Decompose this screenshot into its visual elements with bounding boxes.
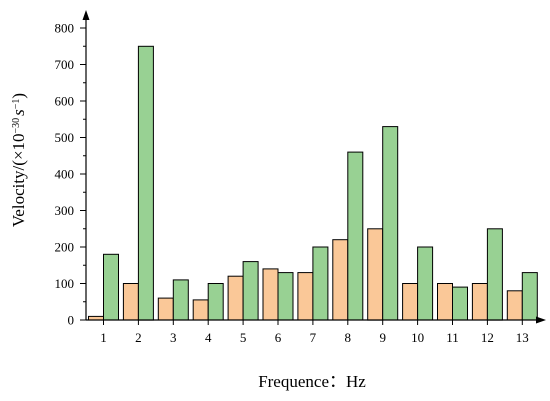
y-tick-label-500: 500 bbox=[55, 130, 75, 145]
bar-series1-8 bbox=[332, 239, 349, 321]
x-tick-label-11: 11 bbox=[446, 330, 459, 345]
bar-series2-4 bbox=[207, 283, 224, 321]
bar-series2-11 bbox=[452, 286, 468, 321]
bar-series2-2 bbox=[137, 45, 154, 321]
bar-series1-6 bbox=[262, 268, 279, 321]
bar-series2-9 bbox=[382, 126, 399, 321]
y-axis-title-exp2: −1 bbox=[11, 99, 22, 110]
y-axis-title-prefix: Velocity/(×10 bbox=[9, 133, 28, 227]
svg-text:Velocity/(×10−30s−1): Velocity/(×10−30 s−1) bbox=[9, 93, 28, 227]
bar-series2-7 bbox=[312, 246, 329, 321]
x-tick-label-9: 9 bbox=[379, 330, 386, 345]
y-axis-title-exp1: −30 bbox=[11, 118, 22, 134]
bar-series1-4 bbox=[192, 299, 209, 321]
x-tick-label-1: 1 bbox=[100, 330, 107, 345]
y-tick-label-700: 700 bbox=[55, 57, 75, 72]
x-axis-arrow bbox=[536, 316, 546, 324]
y-tick-label-100: 100 bbox=[55, 276, 75, 291]
bar-series2-13 bbox=[521, 272, 538, 321]
bars-layer bbox=[88, 45, 538, 321]
x-tick-label-13: 13 bbox=[516, 330, 529, 345]
y-tick-label-300: 300 bbox=[55, 203, 75, 218]
y-tick-label-0: 0 bbox=[68, 313, 75, 328]
y-axis-title: Velocity/(×10−30 s−1) bbox=[9, 93, 28, 227]
bar-series2-3 bbox=[172, 279, 189, 321]
bar-series1-12 bbox=[471, 283, 488, 321]
bar-series2-8 bbox=[347, 151, 364, 321]
x-tick-label-4: 4 bbox=[205, 330, 212, 345]
bar-series2-5 bbox=[242, 261, 259, 321]
x-axis-title: Frequence：Hz bbox=[258, 372, 366, 391]
bar-series1-2 bbox=[122, 283, 139, 321]
bar-series2-12 bbox=[486, 228, 503, 321]
bar-series1-11 bbox=[437, 283, 453, 321]
x-tick-label-7: 7 bbox=[310, 330, 317, 345]
bar-series1-10 bbox=[402, 283, 419, 321]
y-axis-arrow bbox=[82, 10, 90, 20]
bar-series1-5 bbox=[227, 275, 244, 321]
x-tick-label-3: 3 bbox=[170, 330, 177, 345]
x-tick-label-12: 12 bbox=[481, 330, 494, 345]
y-axis-title-unit: s bbox=[9, 109, 28, 116]
y-axis-title-suffix: ) bbox=[9, 93, 28, 99]
y-tick-label-800: 800 bbox=[55, 21, 75, 36]
bar-series1-3 bbox=[157, 297, 174, 321]
bar-series1-7 bbox=[297, 272, 314, 321]
x-tick-label-6: 6 bbox=[275, 330, 282, 345]
x-tick-label-8: 8 bbox=[345, 330, 352, 345]
y-tick-label-200: 200 bbox=[55, 240, 75, 255]
x-tick-label-10: 10 bbox=[411, 330, 424, 345]
axes-layer bbox=[80, 10, 546, 325]
y-tick-label-600: 600 bbox=[55, 94, 75, 109]
bar-series1-9 bbox=[367, 228, 384, 321]
bar-series2-10 bbox=[417, 246, 434, 321]
bar-series2-6 bbox=[277, 272, 294, 321]
y-tick-label-400: 400 bbox=[55, 167, 75, 182]
bar-series2-1 bbox=[103, 253, 119, 321]
x-tick-label-5: 5 bbox=[240, 330, 247, 345]
x-tick-label-2: 2 bbox=[135, 330, 142, 345]
bar-series1-13 bbox=[506, 290, 523, 321]
